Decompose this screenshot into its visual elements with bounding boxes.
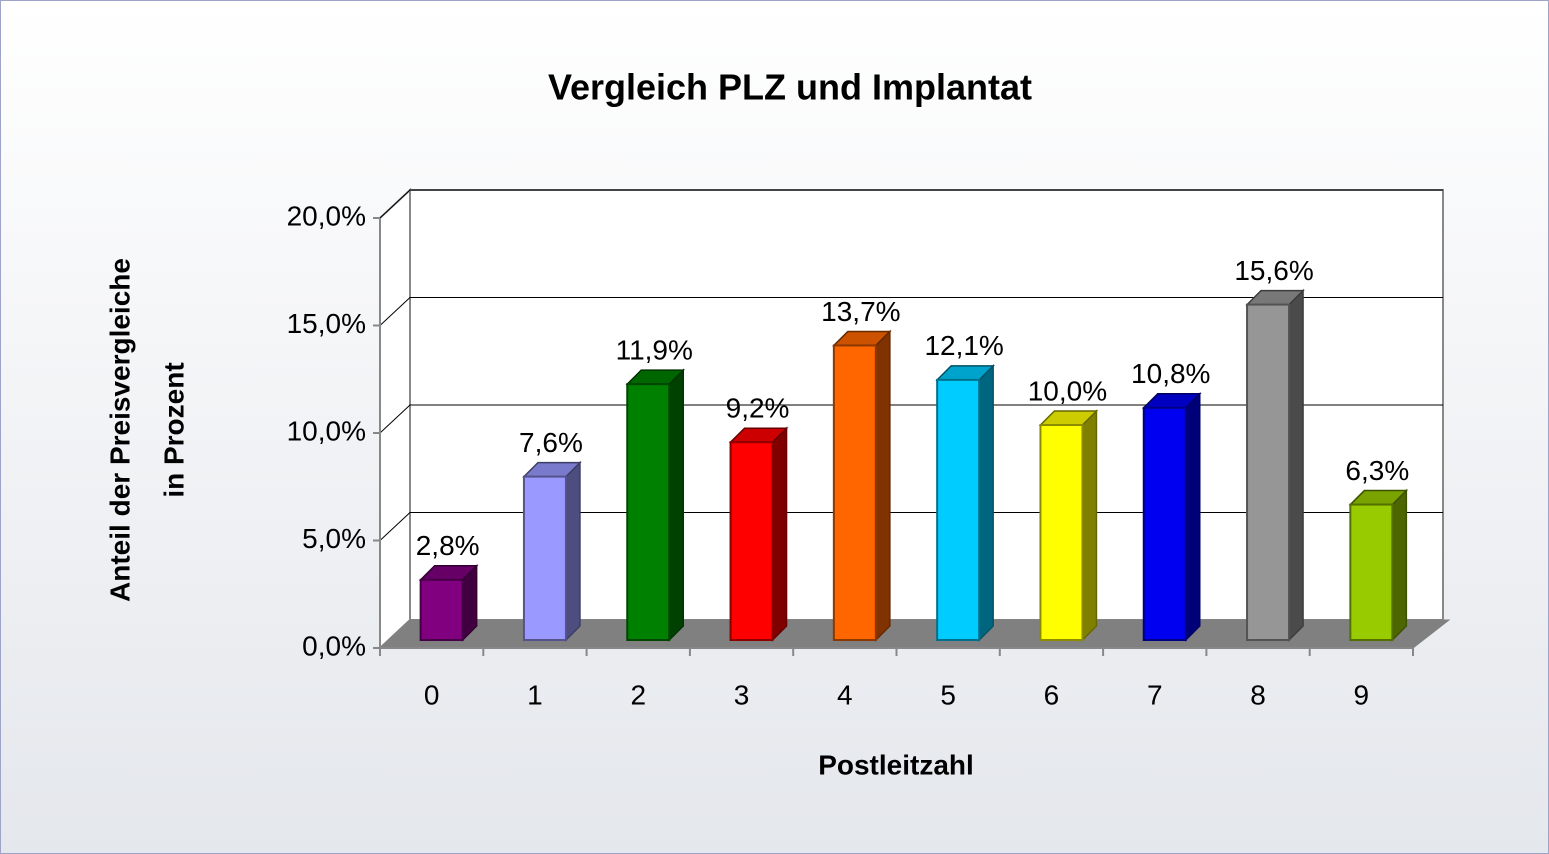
bar-side (565, 460, 581, 642)
bar-side (978, 364, 994, 642)
grid-line (379, 189, 1443, 219)
bar (729, 441, 774, 642)
x-tick-label: 3 (734, 679, 750, 710)
x-tick-label: 9 (1354, 679, 1370, 710)
bar-side (771, 426, 788, 642)
grid-line (379, 404, 1443, 434)
bar (1142, 406, 1187, 641)
bar (832, 344, 877, 641)
bar-side (1288, 288, 1304, 642)
data-label: 9,2% (726, 393, 790, 424)
bar (1039, 424, 1084, 641)
bar (419, 578, 464, 641)
chart-title: Vergleich PLZ und Implantat (548, 67, 1032, 108)
data-label: 6,3% (1345, 455, 1409, 486)
bar (522, 475, 567, 641)
data-label: 2,8% (416, 530, 480, 561)
y-tick-label: 15,0% (287, 308, 366, 339)
y-axis-label: in Prozent (158, 362, 189, 497)
bar-side (668, 368, 684, 642)
bar-side (1081, 409, 1098, 642)
bar (1246, 303, 1291, 641)
x-tick-label: 7 (1147, 679, 1163, 710)
bar (626, 383, 671, 641)
x-tick-label: 0 (424, 679, 440, 710)
data-label: 10,0% (1028, 375, 1107, 406)
y-tick-label: 5,0% (302, 523, 366, 554)
data-label: 12,1% (924, 330, 1003, 361)
y-tick-label: 20,0% (287, 200, 366, 231)
x-axis-label: Postleitzahl (818, 749, 974, 780)
bar-side (1391, 488, 1408, 642)
data-label: 15,6% (1234, 255, 1313, 286)
grid-line (379, 297, 1443, 326)
bar-side (875, 329, 891, 642)
bar (1349, 503, 1394, 641)
y-tick-label: 0,0% (302, 630, 366, 661)
y-tick-label: 10,0% (287, 415, 366, 446)
x-tick-label: 4 (837, 679, 853, 710)
x-tick-label: 5 (940, 679, 956, 710)
bar-side (1185, 391, 1201, 642)
bar (936, 378, 981, 641)
x-tick-label: 6 (1044, 679, 1060, 710)
data-label: 11,9% (616, 335, 693, 366)
data-label: 13,7% (821, 296, 900, 327)
x-tick-label: 1 (527, 679, 543, 710)
x-tick-label: 8 (1250, 679, 1266, 710)
data-label: 10,8% (1131, 358, 1210, 389)
grid-line (379, 512, 1443, 541)
data-label: 7,6% (519, 427, 583, 458)
x-tick-label: 2 (630, 679, 646, 710)
y-axis-label: Anteil der Preisvergleiche (104, 258, 135, 602)
